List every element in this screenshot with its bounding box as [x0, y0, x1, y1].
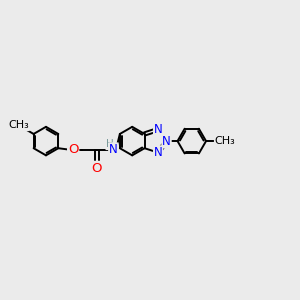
Text: CH₃: CH₃ [215, 136, 236, 146]
Text: N: N [154, 146, 163, 159]
Text: O: O [92, 162, 102, 175]
Text: H: H [106, 140, 114, 149]
Text: O: O [68, 143, 78, 156]
Text: N: N [109, 143, 118, 156]
Text: N: N [154, 123, 163, 136]
Text: CH₃: CH₃ [8, 120, 29, 130]
Text: N: N [162, 135, 171, 148]
